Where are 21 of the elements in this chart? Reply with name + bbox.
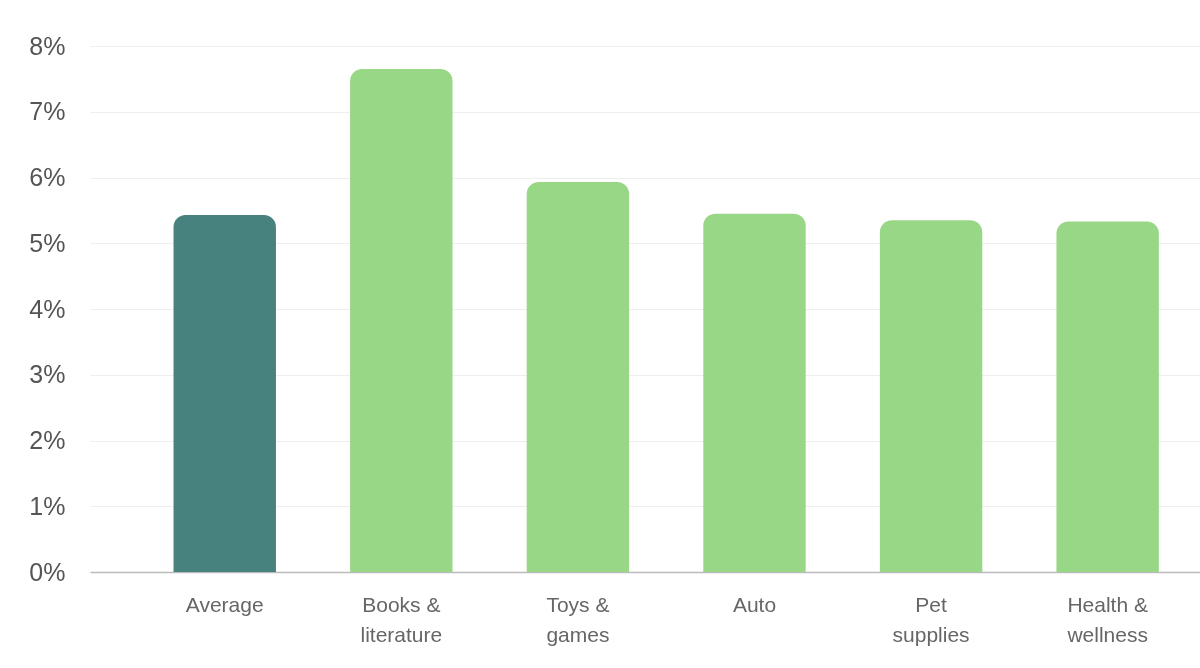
x-tick-label: Toys & games	[546, 592, 610, 646]
y-tick-label: 3%	[29, 360, 66, 389]
bar	[526, 182, 630, 572]
bar	[173, 214, 276, 572]
x-tick-label: Average	[185, 592, 264, 616]
x-tick-label: Health & wellness	[1066, 592, 1148, 646]
y-tick-label: 1%	[29, 491, 66, 520]
y-tick-label: 6%	[29, 163, 66, 191]
x-tick-label: Auto	[732, 592, 777, 616]
y-tick-label: 5%	[29, 228, 66, 257]
y-tick-label: 8%	[29, 31, 66, 60]
bar	[1056, 221, 1159, 572]
y-tick-label: 0%	[29, 557, 66, 586]
x-tick-label: Pet supplies	[892, 592, 970, 646]
y-tick-label: 7%	[29, 97, 66, 126]
bar	[350, 69, 453, 572]
y-tick-label: 2%	[29, 426, 66, 454]
bar	[879, 220, 983, 572]
y-tick-label: 4%	[29, 294, 66, 323]
x-tick-label: Books & literature	[360, 592, 443, 646]
bar	[703, 213, 806, 572]
